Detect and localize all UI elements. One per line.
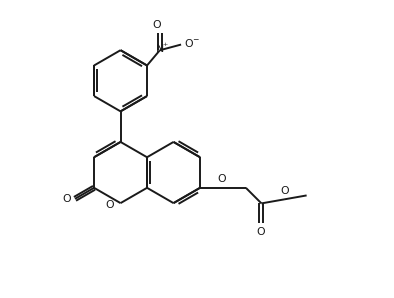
- Text: O: O: [218, 174, 227, 184]
- Text: N: N: [156, 44, 164, 54]
- Text: O: O: [256, 227, 265, 237]
- Text: O: O: [280, 186, 289, 196]
- Text: O$^{-}$: O$^{-}$: [184, 37, 200, 49]
- Text: O: O: [153, 20, 162, 30]
- Text: O: O: [62, 194, 71, 204]
- Text: O: O: [106, 200, 114, 210]
- Text: $^+$: $^+$: [160, 41, 169, 50]
